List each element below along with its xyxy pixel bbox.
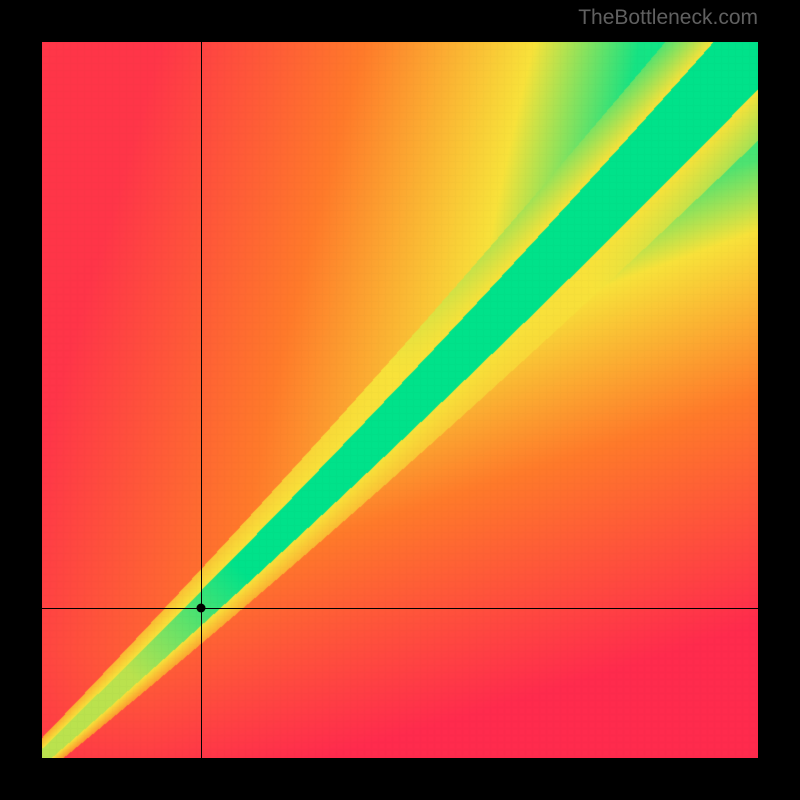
crosshair-vertical xyxy=(201,42,202,758)
heatmap-canvas xyxy=(42,42,758,758)
crosshair-marker-dot xyxy=(196,603,205,612)
watermark-text: TheBottleneck.com xyxy=(578,6,758,30)
crosshair-horizontal xyxy=(42,608,758,609)
heatmap-plot xyxy=(42,42,758,758)
